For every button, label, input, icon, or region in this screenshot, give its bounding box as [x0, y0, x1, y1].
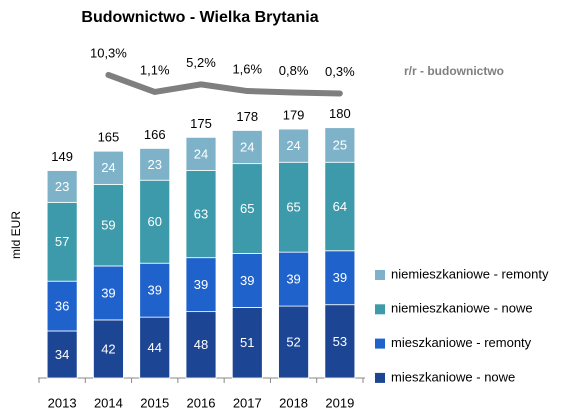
segment-label: 44 [147, 340, 161, 355]
segment-label: 23 [55, 179, 69, 194]
segment-label: 39 [286, 272, 300, 287]
legend-label: mieszkaniowe - nowe [391, 369, 515, 384]
legend-swatch [375, 304, 385, 315]
bar-segment [46, 170, 78, 203]
total-label: 165 [98, 130, 120, 145]
segment-label: 59 [101, 218, 115, 233]
bar-segment [93, 150, 124, 185]
legend-label: mieszkaniowe - remonty [391, 335, 532, 350]
segment-label: 24 [194, 146, 208, 161]
line-value-label: 10,3% [90, 45, 127, 60]
line-value-label: 5,2% [186, 55, 216, 70]
segment-label: 57 [55, 234, 69, 249]
segment-label: 25 [333, 137, 347, 152]
bar-segment [231, 253, 263, 308]
bar-segment [46, 280, 78, 332]
legend-swatch [375, 270, 385, 280]
bar-segment [278, 128, 309, 163]
x-tick-label: 2013 [48, 395, 77, 410]
legend-swatch [375, 338, 385, 349]
segment-label: 24 [240, 139, 254, 154]
x-tick-label: 2019 [325, 395, 354, 410]
segment-label: 63 [194, 207, 208, 222]
legend-swatch [375, 372, 385, 383]
line-value-label: 0,8% [279, 63, 309, 78]
bar-segment [324, 127, 356, 163]
legend-label: niemieszkaniowe - remonty [391, 266, 549, 281]
bar-segment [185, 136, 217, 171]
line-value-label: 0,3% [325, 64, 355, 79]
segment-label: 52 [286, 334, 300, 349]
bar-segment [278, 305, 309, 379]
bar-segment [185, 170, 217, 259]
x-tick-label: 2016 [187, 395, 216, 410]
segment-label: 23 [147, 157, 161, 172]
x-tick-label: 2017 [233, 395, 262, 410]
total-label: 149 [51, 149, 73, 164]
bar-segment [231, 130, 263, 165]
segment-label: 24 [286, 138, 300, 153]
segment-label: 39 [194, 277, 208, 292]
chart-title: Budownictwo - Wielka Brytania [81, 9, 318, 26]
bar-segment [231, 307, 263, 379]
segment-label: 39 [101, 285, 115, 300]
total-label: 166 [144, 127, 166, 142]
total-label: 180 [329, 106, 351, 121]
segment-label: 42 [101, 341, 115, 356]
total-label: 179 [283, 107, 305, 122]
x-tick-label: 2014 [94, 395, 123, 410]
segment-label: 64 [333, 199, 347, 214]
bar-segment [324, 161, 356, 252]
bar-segment [139, 316, 171, 379]
bar-segment [231, 163, 263, 254]
segment-label: 60 [147, 214, 161, 229]
segment-label: 65 [286, 200, 300, 215]
segment-label: 65 [240, 201, 254, 216]
bar-segment [278, 251, 309, 307]
segment-label: 53 [333, 334, 347, 349]
bar-segment [139, 148, 171, 181]
segment-label: 39 [240, 273, 254, 288]
bar-segment [139, 262, 171, 318]
segment-label: 39 [147, 283, 161, 298]
x-tick-label: 2018 [279, 395, 308, 410]
line-value-label: 1,6% [232, 61, 262, 76]
total-label: 175 [190, 116, 212, 131]
bar-segment [185, 257, 217, 313]
segment-label: 51 [240, 335, 254, 350]
line-value-label: 1,1% [140, 62, 170, 77]
bar-segment [278, 161, 309, 253]
segment-label: 48 [194, 337, 208, 352]
total-label: 178 [236, 109, 258, 124]
line-label: r/r - budownictwo [404, 64, 504, 78]
legend-label: niemieszkaniowe - nowe [391, 301, 533, 316]
x-tick-label: 2015 [140, 395, 169, 410]
segment-label: 36 [55, 299, 69, 314]
segment-label: 39 [333, 270, 347, 285]
growth-line [105, 71, 343, 97]
bar-segment [324, 250, 356, 306]
segment-label: 34 [55, 347, 69, 362]
y-axis-label: mld EUR [9, 211, 23, 259]
bar-segment [324, 304, 356, 379]
segment-label: 24 [101, 160, 115, 175]
bar-segment [93, 265, 124, 321]
